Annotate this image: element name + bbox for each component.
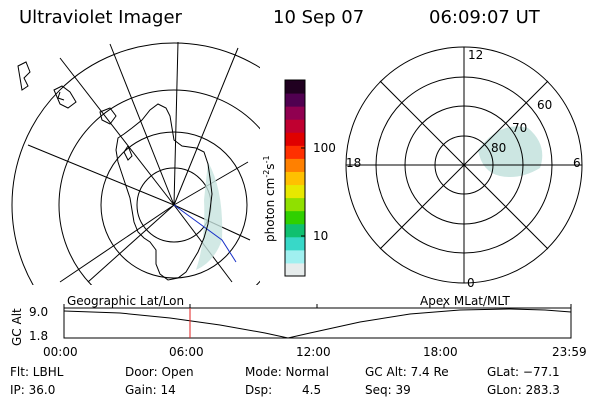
time-label: 06:09:07 UT <box>429 7 540 28</box>
colorbar-stripe <box>285 236 305 251</box>
door-value: Door: Open <box>125 365 194 379</box>
colorbar-stripe <box>285 210 305 225</box>
colorbar-stripe <box>285 145 305 159</box>
glon-value: GLon: 283.3 <box>487 383 560 397</box>
colorbar-stripe <box>285 80 305 94</box>
colorbar-stripe <box>285 262 305 277</box>
y-axis-label: GC Alt <box>10 308 24 346</box>
time-tick-0600: 06:00 <box>169 345 204 359</box>
glat-value: GLat: −77.1 <box>487 365 560 379</box>
gain-value: Gain: 14 <box>125 383 176 397</box>
y-min-label: 1.8 <box>29 329 49 343</box>
y-max-label: 9.0 <box>29 305 49 319</box>
colorbar-stripe <box>285 93 305 107</box>
mlt-label-12: 12 <box>468 48 484 62</box>
time-tick-0000: 00:00 <box>43 345 78 359</box>
colorbar-stripe <box>285 158 305 172</box>
instrument-title: Ultraviolet Imager <box>19 7 182 28</box>
geographic-title: Geographic Lat/Lon <box>67 294 185 308</box>
mlt-label-18: 18 <box>346 156 362 170</box>
time-tick-1200: 12:00 <box>296 345 331 359</box>
mlat-label-60: 60 <box>537 98 553 112</box>
mlat-label-80: 80 <box>491 141 507 155</box>
colorbar-stripe <box>285 132 305 146</box>
time-tick-2359: 23:59 <box>552 345 587 359</box>
colorbar-stripe <box>285 249 305 264</box>
mlt-label-6: 6 <box>573 156 581 170</box>
colorbar-stripe <box>285 106 305 120</box>
filter-value: Flt: LBHL <box>10 365 64 379</box>
colorbar-tick-10: 10 <box>313 229 329 243</box>
colorbar-stripe <box>285 171 305 186</box>
gc-alt-value: GC Alt: 7.4 Re <box>365 365 449 379</box>
apex-title: Apex MLat/MLT <box>420 294 510 308</box>
dsp-label: Dsp: <box>245 383 273 397</box>
mlt-label-0: 0 <box>467 276 475 290</box>
colorbar-stripe <box>285 119 305 133</box>
mode-value: Mode: Normal <box>245 365 329 379</box>
colorbar-tick-100: 100 <box>313 141 336 155</box>
time-tick-1800: 18:00 <box>423 345 458 359</box>
mlat-label-70: 70 <box>512 121 528 135</box>
ip-value: IP: 36.0 <box>10 383 56 397</box>
dsp-value: 4.5 <box>302 383 322 397</box>
colorbar-stripe <box>285 197 305 212</box>
colorbar-stripe <box>285 184 305 199</box>
seq-value: Seq: 39 <box>365 383 411 397</box>
colorbar-stripe <box>285 223 305 238</box>
date-label: 10 Sep 07 <box>273 7 365 28</box>
